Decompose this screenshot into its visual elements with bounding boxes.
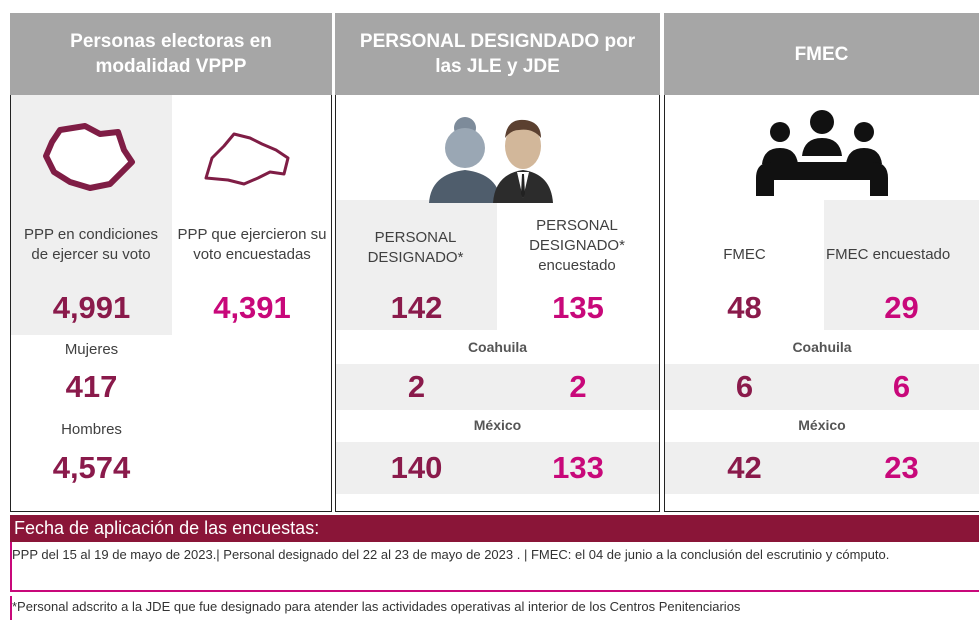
breakdown-label: Mujeres	[64, 341, 119, 358]
panel	[664, 95, 979, 512]
state-label: Coahuila	[467, 339, 528, 355]
footer-title: Fecha de aplicación de las encuestas:	[10, 515, 979, 542]
row-bg	[336, 364, 659, 410]
people-icon	[429, 117, 553, 203]
state-value: 2	[407, 369, 426, 404]
panel-header: Personas electoras en modalidad VPPP	[10, 13, 332, 95]
state-value: 140	[390, 450, 443, 485]
panel-header: FMEC	[664, 13, 979, 95]
row-bg	[665, 364, 979, 410]
header-text: Personas electoras en modalidad VPPP	[70, 31, 272, 77]
panel	[335, 95, 660, 512]
state-value: 6	[892, 369, 911, 404]
row-bg	[336, 442, 659, 494]
total-value: 4,991	[52, 290, 131, 325]
row-bg	[665, 442, 979, 494]
state-value: 2	[569, 369, 587, 404]
column-label: FMEC	[723, 246, 766, 263]
panel-header: PERSONAL DESIGNDADO por las JLE y JDE	[335, 13, 660, 95]
total-value: 135	[552, 290, 604, 325]
state-value: 133	[552, 450, 604, 485]
breakdown-label: Hombres	[61, 421, 122, 438]
cell-bg	[336, 200, 497, 330]
breakdown-value: 417	[65, 369, 118, 404]
total-value: 48	[727, 290, 762, 325]
column-label: FMEC encuestado	[826, 246, 951, 263]
total-value: 29	[884, 290, 919, 325]
cell-bg	[824, 200, 979, 330]
total-value: 142	[390, 290, 443, 325]
footnote: *Personal adscrito a la JDE que fue desi…	[10, 596, 979, 620]
state-label: México	[473, 417, 522, 433]
column-label: PERSONAL DESIGNADO* encuestado	[529, 216, 625, 274]
map-icon	[204, 132, 290, 186]
state-value: 23	[884, 450, 919, 485]
panel	[10, 95, 332, 512]
column-label: PPP que ejercieron su voto encuestadas	[177, 226, 327, 263]
group-icon	[756, 110, 888, 196]
footer-note: PPP del 15 al 19 de mayo de 2023.| Perso…	[10, 542, 979, 592]
column-label: PERSONAL DESIGNADO*	[367, 228, 464, 266]
column-label: PPP en condiciones de ejercer su voto	[24, 226, 158, 263]
header-text: PERSONAL DESIGNDADO por las JLE y JDE	[359, 31, 636, 77]
header-text: FMEC	[794, 43, 849, 65]
map-icon	[43, 123, 135, 191]
breakdown-value: 4,574	[52, 450, 131, 485]
state-label: Coahuila	[792, 339, 852, 355]
state-value: 42	[727, 450, 762, 485]
total-value: 4,391	[213, 290, 291, 325]
state-label: México	[798, 417, 846, 433]
state-value: 6	[735, 369, 754, 404]
